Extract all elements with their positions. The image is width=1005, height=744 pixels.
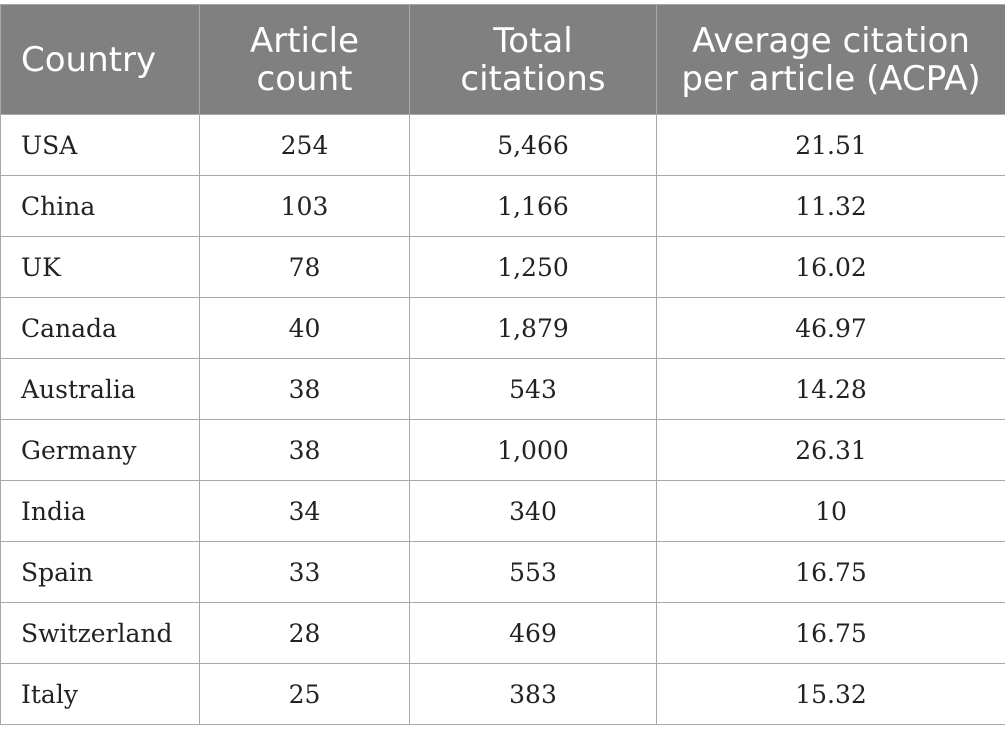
- cell-acpa: 16.75: [656, 602, 1005, 664]
- cell-acpa: 16.75: [656, 541, 1005, 603]
- header-acpa-line-2: per article (ACPA): [681, 58, 981, 99]
- header-country-line-1: Country: [21, 39, 157, 80]
- cell-country: USA: [0, 114, 200, 176]
- header-total-citations: Total citations: [409, 4, 657, 115]
- cell-acpa: 15.32: [656, 663, 1005, 725]
- table-row: Spain 33 553 16.75: [0, 541, 1005, 603]
- header-total-citations-line-2: citations: [460, 58, 606, 99]
- cell-article-count: 34: [199, 480, 410, 542]
- table-header: Country Article count Total citations Av…: [0, 4, 1005, 115]
- table-row: Australia 38 543 14.28: [0, 358, 1005, 420]
- table-row: Canada 40 1,879 46.97: [0, 297, 1005, 359]
- cell-acpa: 10: [656, 480, 1005, 542]
- table-row: China 103 1,166 11.32: [0, 175, 1005, 237]
- cell-article-count: 33: [199, 541, 410, 603]
- cell-article-count: 254: [199, 114, 410, 176]
- cell-country: Australia: [0, 358, 200, 420]
- table-row: USA 254 5,466 21.51: [0, 114, 1005, 176]
- cell-total-citations: 340: [409, 480, 657, 542]
- cell-acpa: 16.02: [656, 236, 1005, 298]
- header-row: Country Article count Total citations Av…: [0, 4, 1005, 115]
- header-acpa-line-1: Average citation: [692, 20, 970, 61]
- cell-country: Canada: [0, 297, 200, 359]
- table-row: UK 78 1,250 16.02: [0, 236, 1005, 298]
- cell-article-count: 78: [199, 236, 410, 298]
- table-row: India 34 340 10: [0, 480, 1005, 542]
- cell-country: Germany: [0, 419, 200, 481]
- cell-total-citations: 553: [409, 541, 657, 603]
- cell-total-citations: 543: [409, 358, 657, 420]
- cell-article-count: 103: [199, 175, 410, 237]
- table-row: Germany 38 1,000 26.31: [0, 419, 1005, 481]
- cell-article-count: 25: [199, 663, 410, 725]
- cell-country: India: [0, 480, 200, 542]
- cell-country: Spain: [0, 541, 200, 603]
- cell-acpa: 46.97: [656, 297, 1005, 359]
- cell-article-count: 40: [199, 297, 410, 359]
- table-row: Italy 25 383 15.32: [0, 663, 1005, 725]
- header-total-citations-line-1: Total: [493, 20, 573, 61]
- cell-acpa: 11.32: [656, 175, 1005, 237]
- cell-total-citations: 469: [409, 602, 657, 664]
- cell-total-citations: 1,879: [409, 297, 657, 359]
- cell-article-count: 28: [199, 602, 410, 664]
- cell-acpa: 26.31: [656, 419, 1005, 481]
- cell-country: UK: [0, 236, 200, 298]
- header-article-count-line-2: count: [256, 58, 353, 99]
- cell-total-citations: 383: [409, 663, 657, 725]
- cell-acpa: 21.51: [656, 114, 1005, 176]
- table-row: Switzerland 28 469 16.75: [0, 602, 1005, 664]
- cell-total-citations: 1,000: [409, 419, 657, 481]
- table-body: USA 254 5,466 21.51 China 103 1,166 11.3…: [0, 114, 1005, 725]
- header-country: Country: [0, 4, 200, 115]
- cell-article-count: 38: [199, 358, 410, 420]
- cell-total-citations: 1,250: [409, 236, 657, 298]
- cell-total-citations: 5,466: [409, 114, 657, 176]
- cell-country: Switzerland: [0, 602, 200, 664]
- cell-article-count: 38: [199, 419, 410, 481]
- citation-table: Country Article count Total citations Av…: [0, 4, 1005, 725]
- cell-country: China: [0, 175, 200, 237]
- header-article-count-line-1: Article: [249, 20, 360, 61]
- cell-total-citations: 1,166: [409, 175, 657, 237]
- cell-country: Italy: [0, 663, 200, 725]
- cell-acpa: 14.28: [656, 358, 1005, 420]
- header-acpa: Average citation per article (ACPA): [656, 4, 1005, 115]
- header-article-count: Article count: [199, 4, 410, 115]
